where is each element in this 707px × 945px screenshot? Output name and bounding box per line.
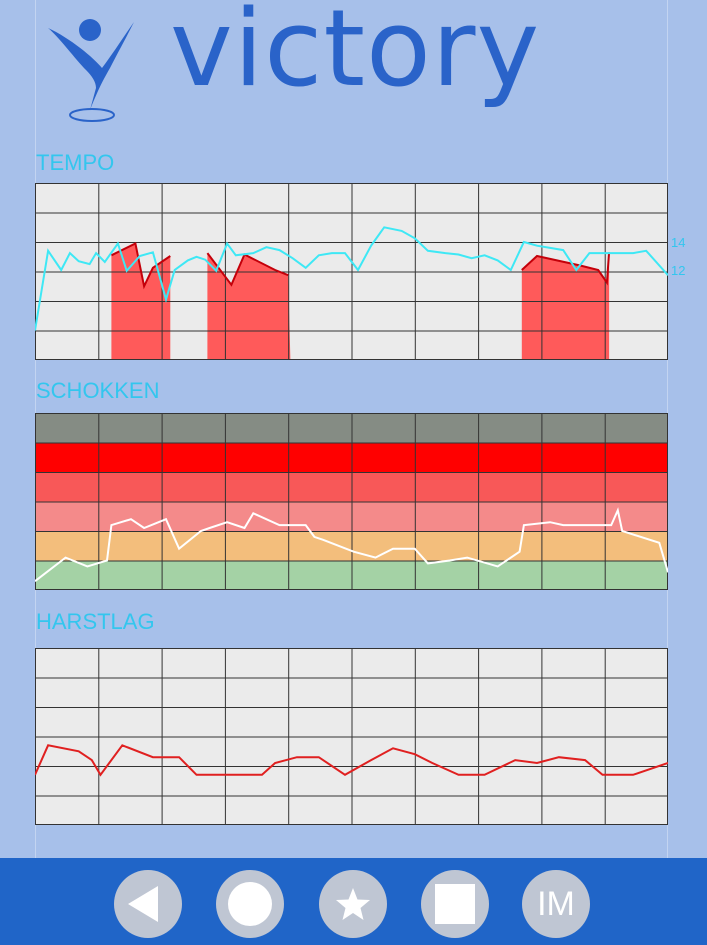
tempo-chart	[35, 183, 668, 360]
tempo-axis-label-14: 14	[671, 235, 686, 250]
tempo-fill-area-1	[207, 253, 291, 360]
tempo-fill-edge-0	[110, 242, 171, 290]
schokken-chart	[35, 413, 668, 590]
star-icon	[336, 888, 370, 920]
circle-icon	[228, 882, 272, 926]
app-title: victory	[170, 0, 541, 110]
victory-logo-icon	[48, 19, 134, 122]
im-button[interactable]: IM	[522, 870, 590, 938]
tempo-title: TEMPO	[36, 150, 115, 175]
im-icon: IM	[537, 885, 575, 923]
tempo-series-line-0	[35, 226, 668, 331]
harstlag-series-line-0	[35, 744, 668, 777]
back-arrow-icon	[128, 886, 158, 922]
tempo-axis-label-12: 12	[671, 263, 686, 278]
stop-button[interactable]	[421, 870, 489, 938]
tempo-fill-edge-2	[521, 252, 611, 286]
back-button[interactable]	[114, 870, 182, 938]
schokken-title: SCHOKKEN	[36, 378, 160, 403]
home-button[interactable]	[216, 870, 284, 938]
favorite-button[interactable]	[319, 870, 387, 938]
harstlag-chart	[35, 648, 668, 825]
tempo-fill-area-2	[521, 252, 610, 360]
square-icon	[435, 884, 475, 924]
harstlag-title: HARSTLAG	[36, 609, 155, 634]
schokken-series-line-0	[35, 507, 668, 582]
